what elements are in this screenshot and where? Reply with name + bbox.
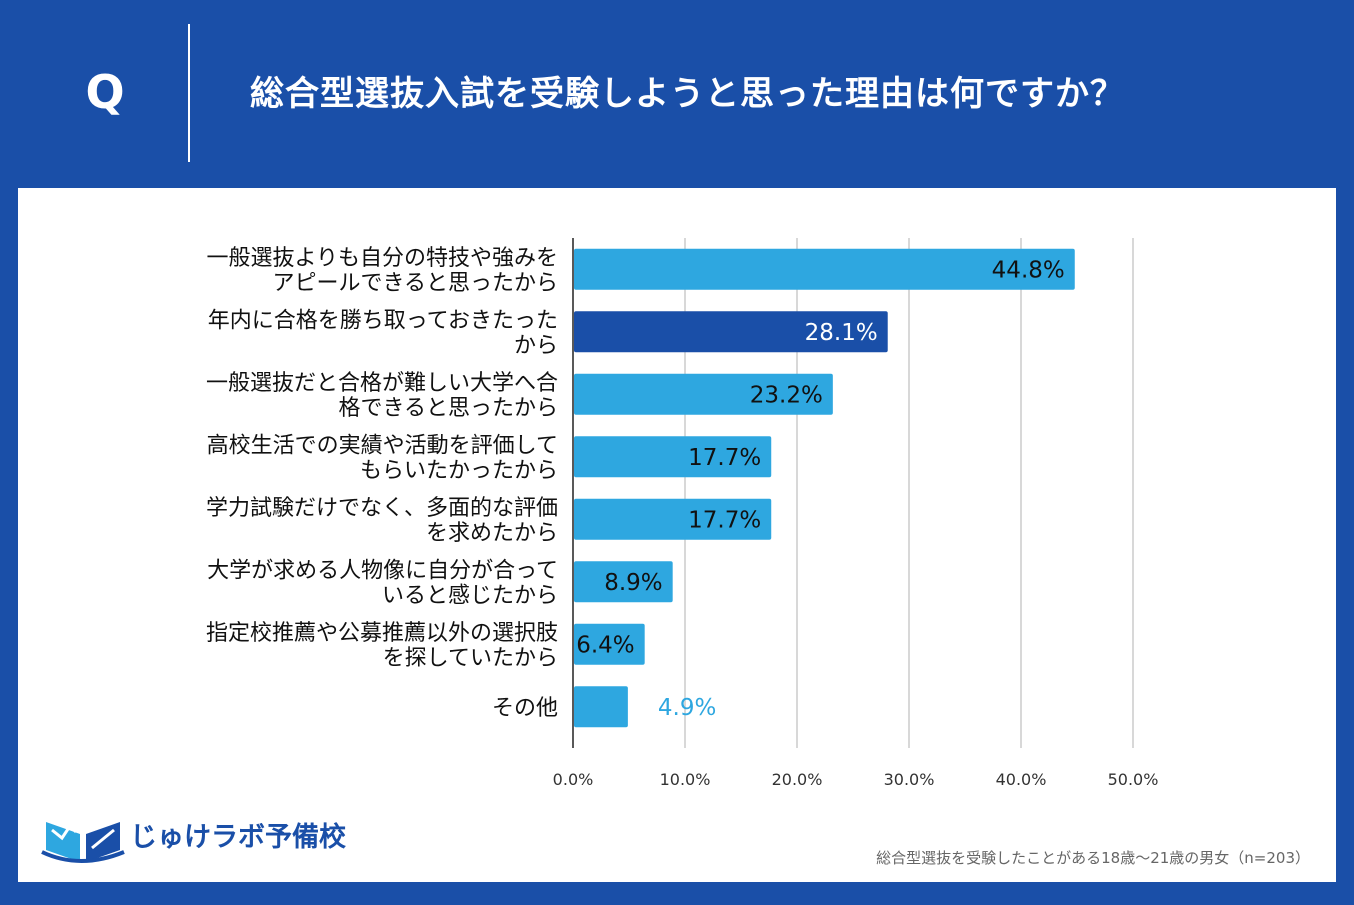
survey-note: 総合型選抜を受験したことがある18歳～21歳の男女（n=203） (876, 849, 1310, 867)
bar (574, 436, 772, 478)
book-logo-icon (41, 822, 125, 863)
x-tick-label: 20.0% (772, 770, 823, 789)
bar (574, 248, 1075, 290)
value-label: 28.1% (805, 320, 878, 346)
logo: じゅけラボ予備校 (40, 808, 370, 868)
bar (574, 498, 772, 540)
value-label: 8.9% (604, 570, 662, 596)
category-label: 一般選抜だと合格が難しい大学へ合格できると思ったから (206, 371, 558, 421)
chart-panel: 44.8% 一般選抜よりも自分の特技や強みをアピールできると思ったから 28.1% 年… (18, 188, 1336, 882)
question-header: Q 総合型選抜入試を受験しようと思った理由は何ですか？ (0, 0, 1354, 188)
x-tick-label: 40.0% (996, 770, 1047, 789)
question-marker: Q (85, 65, 125, 119)
x-tick-label: 0.0% (553, 770, 594, 789)
category-label: 高校生活での実績や活動を評価してもらいたかったから (207, 433, 558, 483)
value-label: 6.4% (576, 632, 634, 658)
x-tick-label: 50.0% (1108, 770, 1159, 789)
bar (574, 686, 628, 728)
bar (574, 311, 888, 353)
logo-text: じゅけラボ予備校 (130, 822, 346, 853)
bar (574, 373, 833, 415)
category-label: 年内に合格を勝ち取っておきたったから (208, 308, 558, 358)
value-label: 23.2% (750, 382, 823, 408)
bar (574, 623, 645, 665)
category-label: 一般選抜よりも自分の特技や強みをアピールできると思ったから (206, 246, 558, 296)
value-label: 17.7% (688, 445, 761, 471)
question-title: 総合型選抜入試を受験しようと思った理由は何ですか？ (250, 74, 1125, 114)
category-label: 学力試験だけでなく、多面的な評価を求めたから (206, 496, 558, 546)
category-label: その他 (492, 696, 558, 721)
x-tick-label: 10.0% (660, 770, 711, 789)
bar-chart: 44.8% 一般選抜よりも自分の特技や強みをアピールできると思ったから 28.1% 年… (206, 238, 1159, 789)
header-divider (188, 24, 190, 162)
value-label: 4.9% (658, 695, 716, 721)
x-tick-label: 30.0% (884, 770, 935, 789)
value-label: 44.8% (992, 257, 1065, 283)
bar (574, 561, 673, 603)
category-label: 指定校推薦や公募推薦以外の選択肢を探していたから (206, 621, 558, 671)
value-label: 17.7% (688, 507, 761, 533)
category-label: 大学が求める人物像に自分が合っていると感じたから (207, 558, 558, 608)
